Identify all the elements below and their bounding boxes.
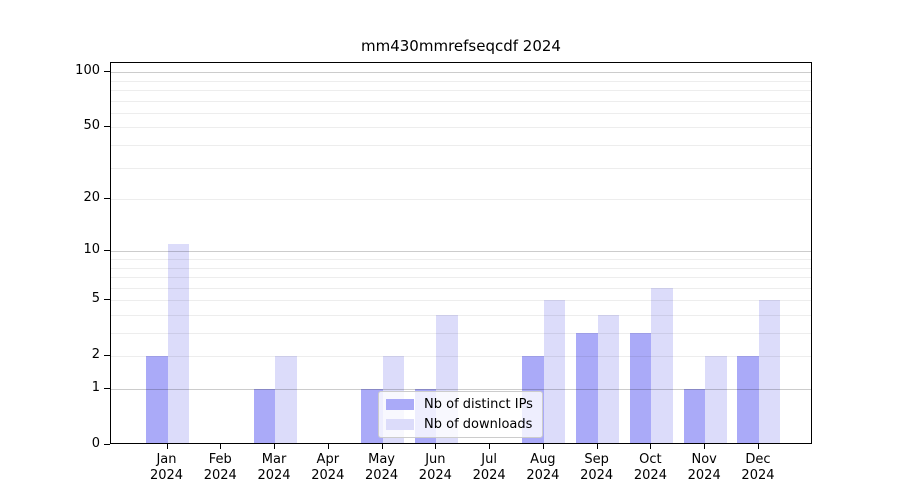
y-tick xyxy=(104,71,110,73)
bar-distinct-ips xyxy=(146,356,168,443)
gridline-major xyxy=(111,251,811,253)
gridline-minor xyxy=(111,167,811,169)
gridline-minor xyxy=(111,314,811,316)
gridline-minor xyxy=(111,90,811,92)
y-tick xyxy=(104,198,110,200)
x-tick-label-year: 2024 xyxy=(526,468,560,483)
x-tick-label-month: Jun xyxy=(425,452,446,467)
x-tick-label-year: 2024 xyxy=(418,468,452,483)
x-tick xyxy=(166,444,168,449)
x-tick-label-year: 2024 xyxy=(687,468,721,483)
bar-distinct-ips xyxy=(629,333,652,443)
x-tick xyxy=(274,444,276,449)
gridline-minor xyxy=(111,267,811,269)
y-tick-label: 20 xyxy=(83,190,100,206)
gridline-minor xyxy=(111,80,811,82)
plot-area xyxy=(110,62,812,444)
legend: Nb of distinct IPs Nb of downloads xyxy=(378,391,543,438)
x-tick xyxy=(220,444,222,449)
legend-row: Nb of downloads xyxy=(386,416,535,433)
bar-distinct-ips xyxy=(576,333,598,443)
gridline-minor xyxy=(111,112,811,114)
x-tick xyxy=(542,444,544,449)
y-tick-label: 2 xyxy=(91,347,100,363)
x-tick-label-year: 2024 xyxy=(741,468,775,483)
legend-swatch-distinct-ips-icon xyxy=(386,399,414,410)
bar-downloads xyxy=(651,287,673,443)
x-tick-label-month: Nov xyxy=(691,452,717,467)
x-tick-label-year: 2024 xyxy=(311,468,345,483)
x-tick xyxy=(489,444,491,449)
y-tick xyxy=(104,126,110,128)
y-tick-label: 1 xyxy=(91,380,100,395)
x-tick-label-year: 2024 xyxy=(203,468,237,483)
y-tick-label: 0 xyxy=(91,436,100,451)
x-tick-label-month: Jul xyxy=(481,452,497,467)
y-tick-label: 50 xyxy=(83,118,100,134)
legend-label-distinct-ips: Nb of distinct IPs xyxy=(424,397,533,412)
x-tick-label-month: Feb xyxy=(208,452,232,467)
x-tick-label-year: 2024 xyxy=(257,468,291,483)
bar-distinct-ips xyxy=(361,389,383,443)
gridline-minor xyxy=(111,100,811,102)
x-tick xyxy=(650,444,652,449)
gridline-major xyxy=(111,72,811,74)
x-tick-label-month: Jan xyxy=(156,452,177,467)
y-tick xyxy=(104,444,110,445)
bar-downloads xyxy=(597,314,620,443)
x-tick-label-year: 2024 xyxy=(472,468,506,483)
legend-swatch-downloads-icon xyxy=(386,419,414,430)
bar-distinct-ips xyxy=(737,356,759,443)
x-tick xyxy=(596,444,598,449)
x-tick-label-month: Dec xyxy=(745,452,771,467)
x-tick-label-month: Apr xyxy=(316,452,340,467)
bar-downloads xyxy=(167,244,189,443)
x-tick xyxy=(327,444,329,449)
gridline-minor xyxy=(111,127,811,129)
x-tick-label-year: 2024 xyxy=(365,468,399,483)
gridline-minor xyxy=(111,199,811,201)
gridline-minor xyxy=(111,287,811,289)
gridline-minor xyxy=(111,356,811,358)
bar-downloads xyxy=(758,300,781,443)
y-tick xyxy=(104,299,110,301)
y-tick-label: 100 xyxy=(75,63,100,79)
x-tick-label-month: Sep xyxy=(584,452,609,467)
y-tick xyxy=(104,388,110,389)
y-tick xyxy=(104,250,110,252)
bar-downloads xyxy=(275,356,297,443)
y-tick-label: 5 xyxy=(91,291,100,307)
x-tick xyxy=(435,444,437,449)
x-tick-label-year: 2024 xyxy=(633,468,667,483)
gridline-minor xyxy=(111,277,811,279)
gridline-major xyxy=(111,389,811,390)
x-tick-label-year: 2024 xyxy=(149,468,184,483)
legend-row: Nb of distinct IPs xyxy=(386,396,535,413)
gridline-minor xyxy=(111,300,811,302)
x-tick xyxy=(704,444,706,449)
gridline-minor xyxy=(111,145,811,147)
x-tick-label-month: May xyxy=(368,452,396,467)
x-tick-label-month: Aug xyxy=(530,452,556,467)
y-tick xyxy=(104,355,110,357)
bar-distinct-ips xyxy=(253,389,276,443)
gridline-minor xyxy=(111,333,811,335)
bar-downloads xyxy=(705,356,727,443)
y-tick-label: 10 xyxy=(83,242,100,258)
bar-distinct-ips xyxy=(683,389,706,443)
gridline-minor xyxy=(111,259,811,260)
bar-downloads xyxy=(543,300,566,443)
x-tick xyxy=(757,444,759,449)
chart-title: mm430mmrefseqcdf 2024 xyxy=(361,37,561,55)
x-tick-label-month: Oct xyxy=(639,452,662,467)
legend-label-downloads: Nb of downloads xyxy=(424,417,533,432)
x-tick-label-month: Mar xyxy=(261,452,287,467)
x-tick-label-year: 2024 xyxy=(580,468,614,483)
x-tick xyxy=(381,444,383,449)
